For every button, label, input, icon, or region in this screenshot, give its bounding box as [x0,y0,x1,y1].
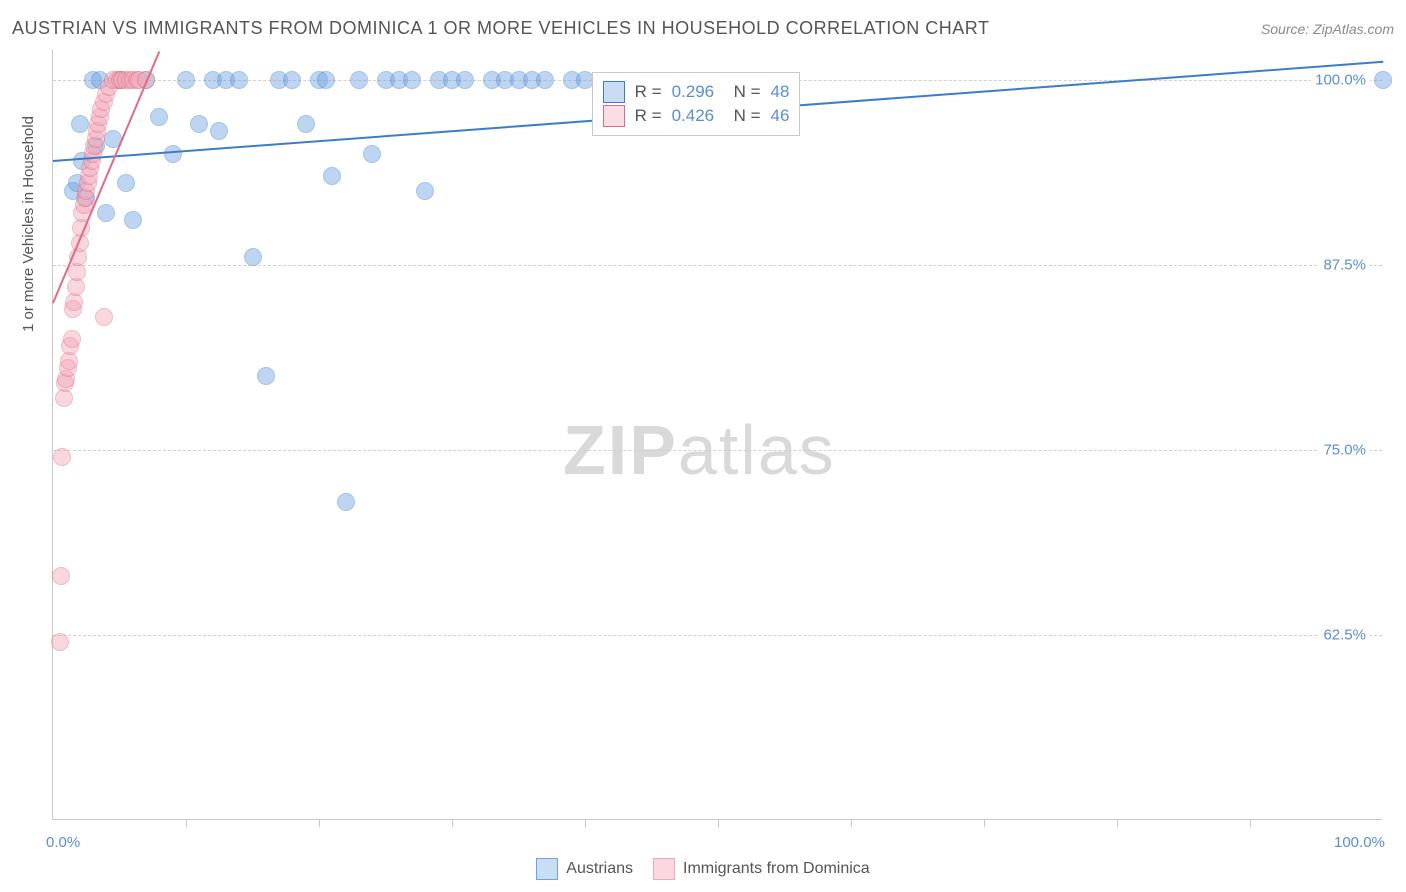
x-axis-label: 100.0% [1334,834,1385,851]
y-tick-label: 100.0% [1311,71,1370,88]
x-tick [319,819,320,827]
scatter-point [71,115,89,133]
stat-r-label: R = [635,82,662,102]
scatter-point [63,330,81,348]
stat-n-label: N = [724,82,760,102]
scatter-point [177,71,195,89]
scatter-point [244,248,262,266]
scatter-point [210,122,228,140]
scatter-point [317,71,335,89]
legend-swatch [653,858,675,880]
y-tick-label: 87.5% [1319,256,1370,273]
legend-swatch [603,81,625,103]
gridline [53,635,1382,636]
scatter-point [164,145,182,163]
scatter-point [190,115,208,133]
stat-r-value: 0.296 [672,82,715,102]
title-bar: AUSTRIAN VS IMMIGRANTS FROM DOMINICA 1 O… [12,18,1394,39]
scatter-point [323,167,341,185]
scatter-point [456,71,474,89]
gridline [53,450,1382,451]
scatter-point [150,108,168,126]
x-tick [718,819,719,827]
y-tick-label: 62.5% [1319,626,1370,643]
scatter-point [117,174,135,192]
scatter-point [536,71,554,89]
scatter-point [363,145,381,163]
scatter-point [403,71,421,89]
x-tick [1117,819,1118,827]
x-axis-label: 0.0% [46,834,80,851]
scatter-point [283,71,301,89]
stat-r-value: 0.426 [672,106,715,126]
y-tick-label: 75.0% [1319,441,1370,458]
stat-r-label: R = [635,106,662,126]
x-tick [984,819,985,827]
stats-row: R = 0.426 N = 46 [603,105,790,127]
chart-title: AUSTRIAN VS IMMIGRANTS FROM DOMINICA 1 O… [12,18,989,39]
scatter-point [97,204,115,222]
scatter-point [1374,71,1392,89]
x-tick [851,819,852,827]
legend-item: Immigrants from Dominica [653,858,870,880]
source-label: Source: ZipAtlas.com [1261,21,1394,37]
scatter-point [416,182,434,200]
scatter-point [51,633,69,651]
x-tick [585,819,586,827]
scatter-point [257,367,275,385]
scatter-point [53,448,71,466]
x-tick [452,819,453,827]
y-axis-title: 1 or more Vehicles in Household [20,116,37,332]
scatter-point [124,211,142,229]
legend-swatch [536,858,558,880]
scatter-point [95,308,113,326]
stat-n-label: N = [724,106,760,126]
scatter-point [52,567,70,585]
x-tick [186,819,187,827]
bottom-legend: Austrians Immigrants from Dominica [0,858,1406,880]
x-tick [1250,819,1251,827]
legend-label: Immigrants from Dominica [683,860,870,878]
stat-n-value: 46 [771,106,790,126]
legend-label: Austrians [566,860,633,878]
plot-area: ZIPatlas 62.5%75.0%87.5%100.0%R = 0.296 … [52,50,1382,820]
stat-n-value: 48 [771,82,790,102]
scatter-point [297,115,315,133]
scatter-point [337,493,355,511]
scatter-point [230,71,248,89]
stats-box: R = 0.296 N = 48R = 0.426 N = 46 [592,72,801,136]
scatter-point [350,71,368,89]
legend-swatch [603,105,625,127]
stats-row: R = 0.296 N = 48 [603,81,790,103]
legend-item: Austrians [536,858,633,880]
